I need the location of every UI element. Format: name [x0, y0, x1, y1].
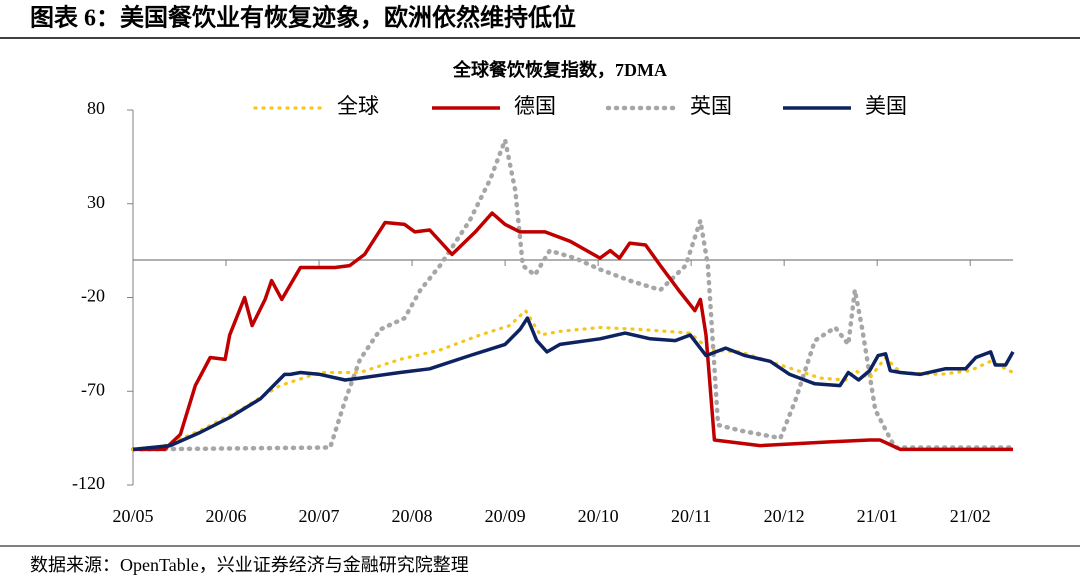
series-line — [133, 211, 1013, 452]
series-line — [132, 316, 1015, 452]
legend-label: 全球 — [337, 94, 379, 118]
legend-label: 德国 — [514, 94, 556, 118]
y-tick-label: -120 — [72, 473, 105, 493]
x-tick-label: 21/01 — [857, 506, 898, 526]
x-tick-label: 20/07 — [299, 506, 340, 526]
x-tick-label: 20/09 — [485, 506, 526, 526]
footer-source: 数据来源：OpenTable，兴业证券经济与金融研究院整理 — [30, 555, 469, 575]
x-tick-label: 21/02 — [950, 506, 991, 526]
y-tick-label: 30 — [87, 192, 105, 212]
legend-label: 英国 — [690, 94, 732, 118]
series-line — [131, 308, 1015, 451]
x-tick-label: 20/06 — [206, 506, 247, 526]
x-tick-label: 20/05 — [112, 506, 153, 526]
header-title: 图表 6：美国餐饮业有恢复迹象，欧洲依然维持低位 — [30, 4, 576, 32]
y-tick-label: 80 — [87, 98, 105, 118]
x-tick-label: 20/08 — [392, 506, 433, 526]
y-tick-label: -70 — [81, 379, 105, 399]
x-tick-label: 20/10 — [578, 506, 619, 526]
x-tick-label: 20/11 — [671, 506, 711, 526]
series-line — [130, 131, 1016, 452]
y-tick-label: -20 — [81, 286, 105, 306]
chart-title: 全球餐饮恢复指数，7DMA — [452, 59, 667, 80]
x-tick-label: 20/12 — [764, 506, 805, 526]
legend-label: 美国 — [865, 94, 907, 118]
